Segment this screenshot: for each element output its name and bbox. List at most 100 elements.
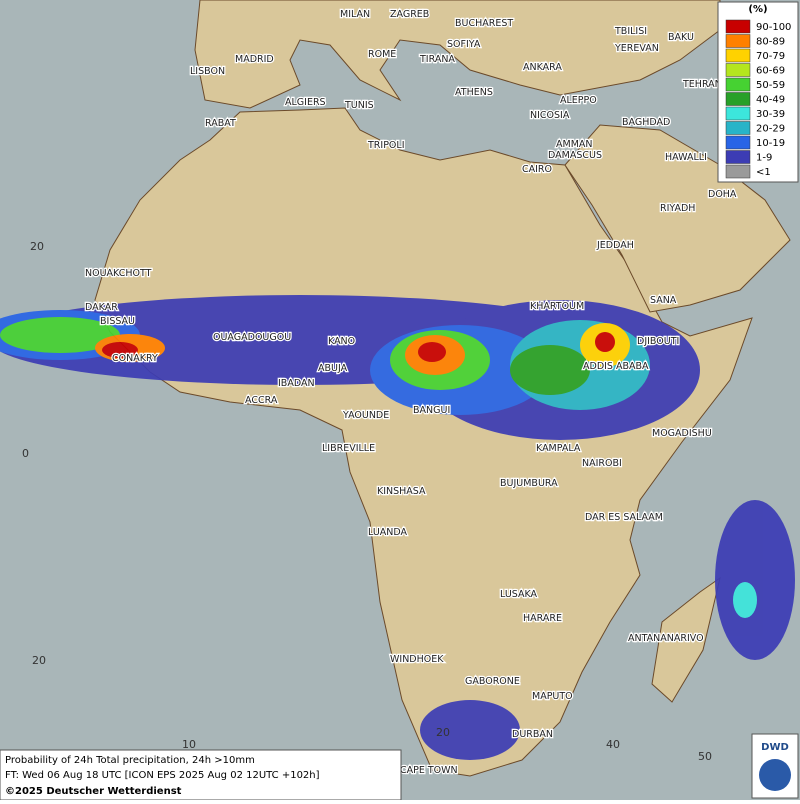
legend-swatch (725, 150, 751, 164)
city-label: GABORONE (465, 676, 520, 687)
city-label: LISBON (190, 66, 225, 77)
legend-label: 30-39 (756, 109, 785, 120)
city-label: MADRID (235, 54, 274, 65)
city-label: ALGIERS (285, 97, 326, 108)
city-label: HAWALLI (665, 152, 707, 163)
city-label: ROME (368, 49, 396, 60)
city-label: OUAGADOUGOU (213, 332, 291, 343)
legend-swatch (725, 121, 751, 135)
footer: Probability of 24h Total precipitation, … (0, 749, 402, 801)
city-label: TEHRAN (682, 79, 722, 90)
city-label: CAPE TOWN (400, 765, 458, 776)
city-label: LIBREVILLE (322, 443, 375, 454)
city-label: TUNIS (344, 100, 374, 111)
footer-box (0, 749, 402, 801)
city-label: DOHA (708, 189, 737, 200)
land (94, 0, 791, 777)
city-label: HARARE (523, 613, 562, 624)
legend-label: 50-59 (756, 80, 785, 91)
legend-swatch (725, 48, 751, 63)
city-label: BAGHDAD (622, 117, 670, 128)
legend-label: <1 (756, 167, 771, 178)
city-label: ZAGREB (390, 9, 429, 20)
city-label: IBADAN (278, 378, 315, 389)
city-label: LUSAKA (500, 589, 538, 600)
city-label: TRIPOLI (367, 140, 405, 151)
legend-label: 40-49 (756, 95, 785, 106)
city-label: ANKARA (523, 62, 562, 73)
footer-line: Probability of 24h Total precipitation, … (5, 755, 255, 766)
longitude-label: 10 (182, 738, 196, 751)
city-label: YEREVAN (614, 43, 659, 54)
city-label: ACCRA (245, 395, 278, 406)
legend-swatch (725, 164, 751, 179)
logo-icon (759, 759, 791, 791)
longitude-label: 20 (436, 726, 450, 739)
legend-label: 20-29 (756, 124, 785, 135)
city-label: KAMPALA (536, 443, 581, 454)
logo: DWD (751, 733, 799, 799)
city-label: DJIBOUTI (637, 336, 679, 347)
city-label: WINDHOEK (390, 654, 444, 665)
longitude-label: 40 (606, 738, 620, 751)
city-label: BUJUMBURA (500, 478, 558, 489)
city-label: DAMASCUS (548, 150, 602, 161)
city-label: CAIRO (522, 164, 552, 175)
latitude-label: 20 (32, 654, 46, 667)
legend-swatch (725, 135, 751, 150)
legend-label: 10-19 (756, 138, 785, 149)
city-label: NAIROBI (582, 458, 622, 469)
city-label: CONAKRY (112, 353, 158, 364)
city-label: SANA (650, 295, 677, 306)
city-label: MILAN (340, 9, 370, 20)
city-label: ALEPPO (560, 95, 597, 106)
city-label: ABUJA (318, 363, 348, 374)
legend-swatch (725, 106, 751, 121)
city-label: KANO (328, 336, 355, 347)
city-label: DAKAR (85, 302, 118, 313)
city-label: BUCHAREST (455, 18, 513, 29)
legend-label: 1-9 (756, 153, 772, 164)
city-label: KHARTOUM (530, 301, 584, 312)
city-label: ATHENS (455, 87, 493, 98)
legend-label: 60-69 (756, 66, 785, 77)
city-label: NICOSIA (530, 110, 570, 121)
city-label: SOFIYA (447, 39, 481, 50)
city-label: JEDDAH (596, 240, 634, 251)
city-label: ANTANANARIVO (628, 633, 704, 644)
city-label: MAPUTO (532, 691, 573, 702)
legend-label: 80-89 (756, 37, 785, 48)
city-label: TIRANA (419, 54, 455, 65)
city-label: BANGUI (413, 405, 450, 416)
legend-swatch (725, 77, 751, 92)
city-label: ADDIS ABABA (583, 361, 649, 372)
legend-swatch (725, 92, 751, 106)
legend-label: 90-100 (756, 22, 791, 33)
city-label: YAOUNDE (342, 410, 389, 421)
city-label: BISSAU (100, 316, 135, 327)
footer-line: FT: Wed 06 Aug 18 UTC [ICON EPS 2025 Aug… (5, 770, 320, 781)
logo-text: DWD (761, 742, 789, 753)
legend-title: (%) (748, 4, 767, 15)
city-label: LUANDA (368, 527, 408, 538)
city-label: DURBAN (512, 729, 553, 740)
footer-line: ©2025 Deutscher Wetterdienst (5, 786, 182, 797)
legend: (%) 90-100 80-89 70-79 60-69 50-59 40-49 30-39… (717, 1, 799, 183)
city-label: RABAT (205, 118, 236, 129)
city-label: MOGADISHU (652, 428, 712, 439)
legend-swatch (725, 34, 751, 48)
precipitation (0, 295, 795, 760)
city-label: TBILISI (614, 26, 647, 37)
legend-label: 70-79 (756, 51, 785, 62)
legend-swatch (725, 63, 751, 77)
legend-swatch (725, 19, 751, 34)
city-label: AMMAN (556, 139, 593, 150)
city-label: BAKU (668, 32, 694, 43)
longitude-label: 50 (698, 750, 712, 763)
city-label: NOUAKCHOTT (85, 268, 152, 279)
latitude-label: 20 (30, 240, 44, 253)
latitude-label: 0 (22, 447, 29, 460)
city-label: DAR ES SALAAM (585, 512, 663, 523)
city-label: KINSHASA (377, 486, 426, 497)
